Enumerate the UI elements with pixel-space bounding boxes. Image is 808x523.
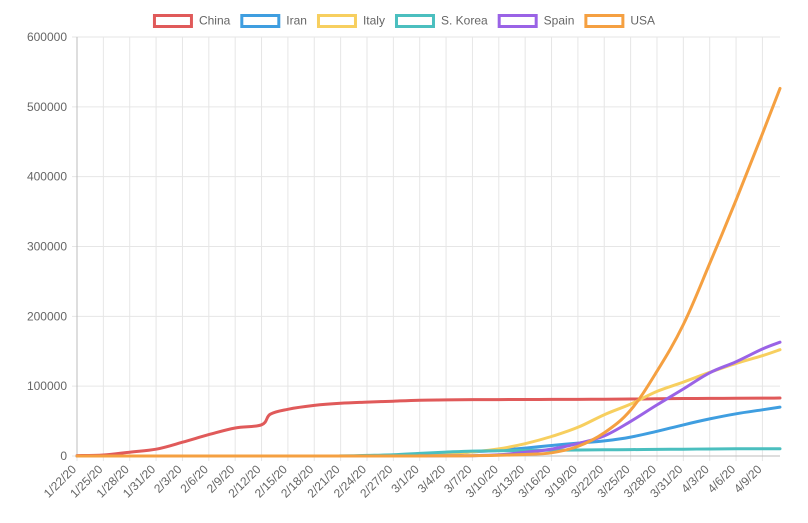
y-tick-label: 600000 xyxy=(27,30,67,44)
y-tick-label: 500000 xyxy=(27,100,67,114)
x-tick-label: 4/6/20 xyxy=(705,462,739,496)
legend-item-iran[interactable]: Iran xyxy=(240,14,307,28)
legend-label: Spain xyxy=(544,14,575,28)
x-tick-label: 3/1/20 xyxy=(388,462,422,496)
y-tick-label: 0 xyxy=(60,449,67,463)
grid-lines xyxy=(72,36,780,461)
legend-swatch xyxy=(584,14,625,28)
y-axis: 0 100000 200000 300000 400000 500000 600000 xyxy=(27,30,67,463)
x-tick-label: 2/3/20 xyxy=(151,462,185,496)
legend-item-italy[interactable]: Italy xyxy=(316,14,385,28)
y-tick-label: 100000 xyxy=(27,379,67,393)
legend: China Iran Italy S. Korea Spain USA xyxy=(152,14,655,28)
series-lines xyxy=(75,86,782,458)
legend-item-spain[interactable]: Spain xyxy=(497,14,575,28)
legend-label: USA xyxy=(630,14,655,28)
y-tick-label: 300000 xyxy=(27,240,67,254)
y-tick-label: 400000 xyxy=(27,170,67,184)
x-tick-label: 3/4/20 xyxy=(415,462,449,496)
legend-swatch xyxy=(152,14,193,28)
legend-label: Iran xyxy=(286,14,307,28)
legend-label: S. Korea xyxy=(441,14,488,28)
legend-swatch xyxy=(394,14,435,28)
legend-item-china[interactable]: China xyxy=(152,14,231,28)
legend-swatch xyxy=(240,14,281,28)
legend-item-usa[interactable]: USA xyxy=(584,14,655,28)
x-tick-label: 4/3/20 xyxy=(678,462,712,496)
legend-item-s-korea[interactable]: S. Korea xyxy=(394,14,488,28)
x-tick-label: 2/6/20 xyxy=(177,462,211,496)
legend-swatch xyxy=(497,14,538,28)
legend-swatch xyxy=(316,14,357,28)
series-line-usa xyxy=(75,86,782,458)
y-tick-label: 200000 xyxy=(27,309,67,323)
x-axis: 1/22/201/25/201/28/201/31/202/3/202/6/20… xyxy=(41,462,765,500)
legend-label: Italy xyxy=(363,14,385,28)
legend-label: China xyxy=(199,14,231,28)
x-tick-label: 4/9/20 xyxy=(731,462,765,496)
